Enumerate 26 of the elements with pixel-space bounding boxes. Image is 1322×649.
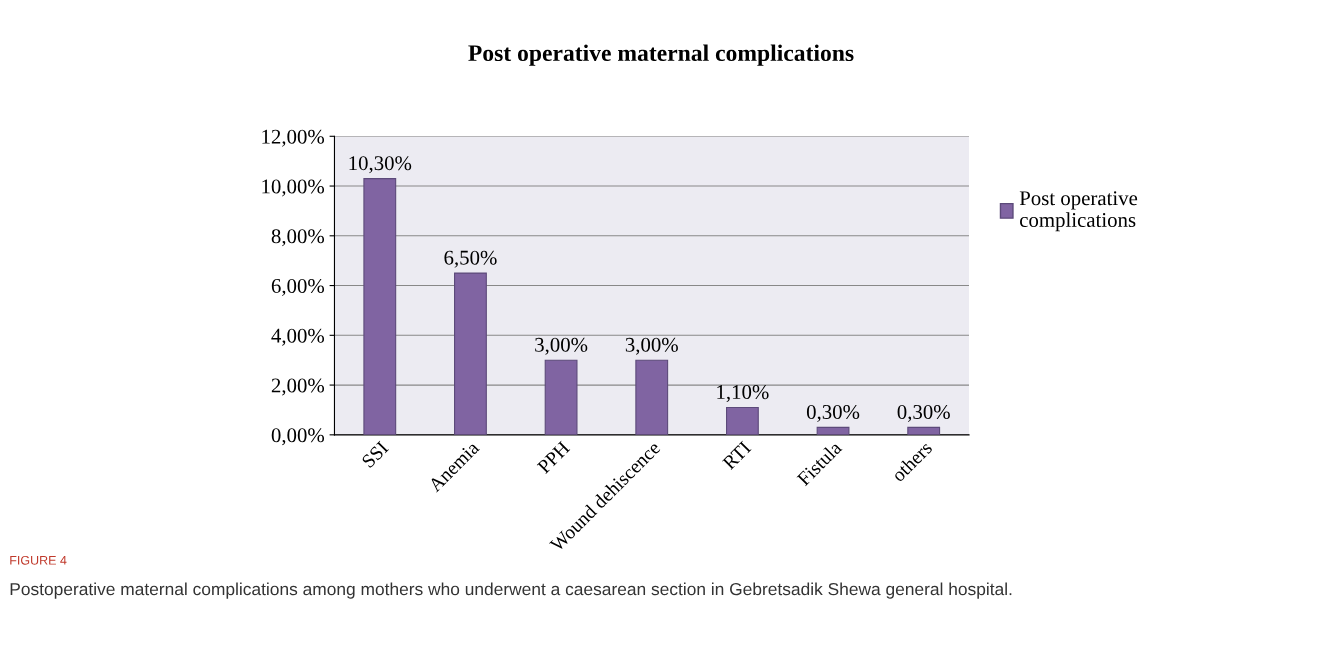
y-tick-label: 8,00% xyxy=(271,229,325,247)
legend-label: Post operative complications xyxy=(1019,191,1138,232)
y-tick-label: 6,00% xyxy=(271,278,325,296)
data-label: 1,10% xyxy=(717,385,769,403)
x-tick-label: RTI xyxy=(722,440,752,471)
data-label: 0,30% xyxy=(897,404,950,422)
bar xyxy=(363,178,397,435)
data-label: 3,00% xyxy=(535,337,588,355)
data-label: 3,00% xyxy=(625,337,678,355)
y-tick-label: 4,00% xyxy=(271,328,325,346)
data-label: 0,30% xyxy=(806,404,860,422)
bar xyxy=(725,406,759,435)
y-tick-label: 10,00% xyxy=(262,179,325,197)
data-label: 6,50% xyxy=(444,250,497,268)
x-tick-label: PPH xyxy=(536,440,571,475)
chart-title: Post operative maternal complications xyxy=(468,44,854,66)
x-tick-label: SSI xyxy=(361,440,389,469)
y-tick-label: 0,00% xyxy=(271,428,325,446)
caption: FIGURE 4 xyxy=(10,555,67,565)
y-tick-label: 12,00% xyxy=(262,129,325,147)
bar xyxy=(635,359,669,435)
bar xyxy=(454,272,487,435)
text: Postoperative maternal complications among mothers who underwent a caesarean section in Gebretsadik Shewa general hospital. xyxy=(10,582,1012,599)
y-tick-label: 2,00% xyxy=(271,378,325,396)
data-label: 10,30% xyxy=(349,156,412,174)
bar xyxy=(544,359,578,435)
